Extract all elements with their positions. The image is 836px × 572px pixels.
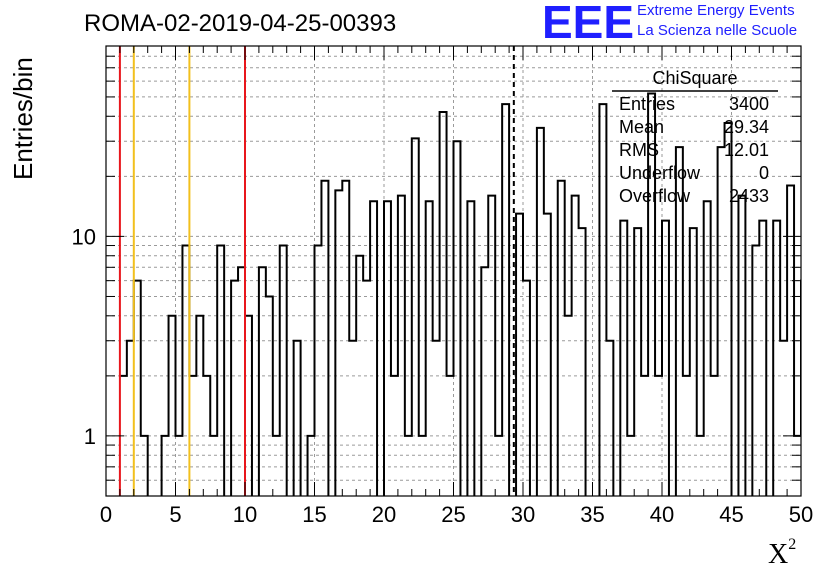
run-title: ROMA-02-2019-04-25-00393 <box>84 10 397 37</box>
histogram-bin <box>349 341 356 496</box>
logo-line-1: Extreme Energy Events <box>637 2 795 19</box>
histogram-bin <box>523 281 530 496</box>
histogram-bin <box>495 436 502 496</box>
x-tick-label: 10 <box>233 502 257 527</box>
x-tick-label: 15 <box>302 502 326 527</box>
svg-text:EEE: EEE <box>542 2 634 42</box>
histogram-bin <box>634 228 641 496</box>
histogram-bin <box>725 123 732 496</box>
histogram-bin <box>579 228 586 496</box>
histogram-bin <box>231 281 238 496</box>
histogram-bin <box>342 181 349 496</box>
histogram-bin <box>245 316 252 496</box>
y-tick-label: 10 <box>72 224 96 249</box>
histogram-bin <box>467 201 474 496</box>
histogram-bin <box>627 436 634 496</box>
y-tick-label: 1 <box>84 424 96 449</box>
histogram-bin <box>259 267 266 496</box>
histogram-bin <box>440 112 447 496</box>
histogram-bin <box>606 341 613 496</box>
histogram-bin <box>502 104 509 496</box>
x-tick-label: 25 <box>441 502 465 527</box>
histogram-bin <box>599 104 606 496</box>
histogram-bin <box>697 436 704 496</box>
histogram-bin <box>488 196 495 496</box>
histogram-bin <box>433 341 440 496</box>
histogram-bin <box>516 214 523 496</box>
histogram-bin <box>384 201 391 496</box>
histogram-bin <box>481 267 488 496</box>
histogram-bin <box>176 436 183 496</box>
histogram-bin <box>141 436 148 496</box>
histogram-bin <box>182 246 189 496</box>
histogram-bin <box>537 128 544 496</box>
histogram-bin <box>127 341 134 496</box>
histogram-bin <box>718 147 725 496</box>
x-tick-label: 35 <box>580 502 604 527</box>
histogram-bin <box>266 296 273 496</box>
histogram-bin <box>426 201 433 496</box>
histogram-bin <box>558 181 565 496</box>
histogram-bin <box>335 190 342 496</box>
x-tick-label: 0 <box>100 502 112 527</box>
histogram-bin <box>711 376 718 496</box>
histogram-bin <box>189 376 196 496</box>
histogram-bin <box>572 196 579 496</box>
histogram-bin <box>363 281 370 496</box>
x-tick-label: 5 <box>169 502 181 527</box>
histogram-bin <box>294 341 301 496</box>
histogram-bin <box>196 316 203 496</box>
histogram-bin <box>321 181 328 496</box>
histogram-bin <box>815 256 822 496</box>
histogram-bin <box>391 376 398 496</box>
x-tick-label: 45 <box>719 502 743 527</box>
x-tick-label: 50 <box>789 502 813 527</box>
histogram-bin <box>544 214 551 496</box>
histogram-bin <box>801 281 808 496</box>
histogram-bin <box>217 246 224 496</box>
histogram-bin <box>370 201 377 496</box>
histogram-bin <box>773 221 780 496</box>
histogram-bin <box>412 138 419 496</box>
histogram-bin <box>356 256 363 496</box>
histogram-bin <box>280 246 287 496</box>
histogram-bin <box>398 196 405 496</box>
x-axis-label: X2 <box>768 536 797 570</box>
histogram-bin <box>662 221 669 496</box>
y-axis-label: Entries/bin <box>8 57 38 180</box>
histogram-bin <box>447 376 454 496</box>
histogram-bin <box>655 376 662 496</box>
histogram-bin <box>405 436 412 496</box>
histogram-bin <box>759 221 766 496</box>
histogram-bin <box>704 201 711 496</box>
histogram-bin <box>210 436 217 496</box>
histogram-bin <box>134 281 141 496</box>
histogram-bin <box>738 196 745 496</box>
histogram-bin <box>565 316 572 496</box>
eee-logo: EEE <box>542 2 634 42</box>
logo-line-2: La Scienza nelle Scuole <box>637 22 798 39</box>
histogram-bin <box>752 246 759 496</box>
histogram-bin <box>169 316 176 496</box>
histogram-bin <box>822 256 829 496</box>
histogram-bin <box>620 221 627 496</box>
histogram-bin <box>641 376 648 496</box>
histogram-bin <box>203 376 210 496</box>
histogram-bin <box>315 246 322 496</box>
histogram-bin <box>454 141 461 496</box>
histogram-bin <box>308 436 315 496</box>
histogram-series <box>119 92 801 496</box>
x-tick-label: 30 <box>511 502 535 527</box>
histogram-bin <box>683 376 690 496</box>
histogram-bin <box>419 436 426 496</box>
x-tick-label: 20 <box>372 502 396 527</box>
stats-box-title: ChiSquare <box>652 68 738 88</box>
histogram-bin <box>273 436 280 496</box>
x-tick-label: 40 <box>650 502 674 527</box>
histogram-bin <box>780 341 787 496</box>
histogram-bin <box>238 267 245 496</box>
histogram-bin <box>162 436 169 496</box>
histogram-bin <box>690 228 697 496</box>
